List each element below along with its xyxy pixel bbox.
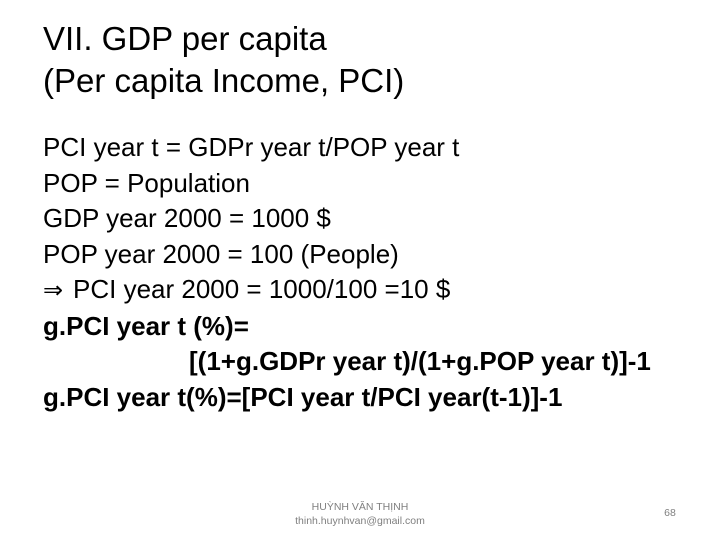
title-line-1: VII. GDP per capita <box>43 20 327 57</box>
title-line-2: (Per capita Income, PCI) <box>43 62 405 99</box>
example-pop: POP year 2000 = 100 (People) <box>43 238 399 269</box>
implies-icon: ⇒ <box>43 277 64 304</box>
slide-title: VII. GDP per capita (Per capita Income, … <box>43 18 404 102</box>
growth-formula-alt: g.PCI year t(%)=[PCI year t/PCI year(t-1… <box>43 381 563 412</box>
growth-formula-expression: [(1+g.GDPr year t)/(1+g.POP year t)]-1 <box>189 346 651 376</box>
footer-author-email: thinh.huynhvan@gmail.com <box>295 515 425 527</box>
example-gdp: GDP year 2000 = 1000 $ <box>43 203 331 233</box>
example-result-text: PCI year 2000 = 1000/100 =10 $ <box>73 274 451 304</box>
footer-author-name: HUỲNH VĂN THỊNH <box>311 501 409 513</box>
definition-pop: POP = Population <box>43 167 250 198</box>
growth-formula-label: g.PCI year t (%)= <box>43 310 249 341</box>
example-result: ⇒ PCI year 2000 = 1000/100 =10 $ <box>43 272 713 309</box>
page-number: 68 <box>664 507 676 519</box>
formula-pci: PCI year t = GDPr year t/POP year t <box>43 132 460 162</box>
footer-author: HUỲNH VĂN THỊNH thinh.huynhvan@gmail.com <box>260 500 460 528</box>
slide-body: PCI year t = GDPr year t/POP year t POP … <box>43 130 713 415</box>
